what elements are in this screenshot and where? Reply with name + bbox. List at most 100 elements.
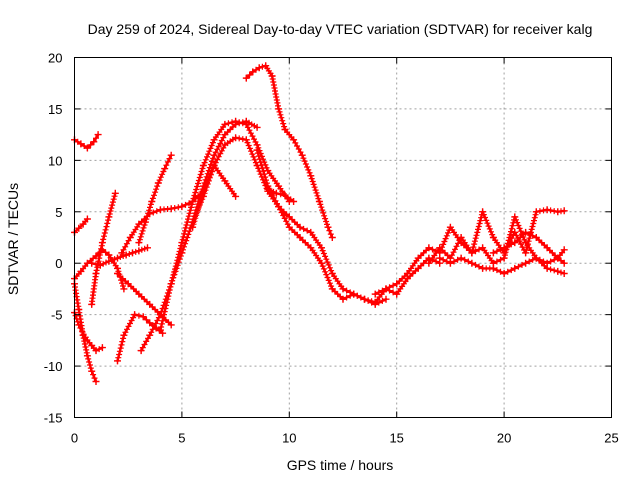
data-point xyxy=(77,267,85,275)
y-tick-label: 5 xyxy=(55,205,62,220)
data-point xyxy=(210,151,218,159)
grid-layer xyxy=(74,57,612,418)
data-point xyxy=(242,74,250,82)
data-point xyxy=(242,120,250,128)
data-point xyxy=(146,300,154,308)
data-point xyxy=(189,198,197,205)
data-point xyxy=(318,244,325,252)
data-point xyxy=(324,223,332,231)
data-point xyxy=(554,208,562,216)
data-point xyxy=(500,254,508,262)
data-point xyxy=(83,144,91,152)
data-point xyxy=(425,259,433,267)
data-point xyxy=(522,239,530,247)
data-point xyxy=(92,252,100,260)
x-tick-label: 20 xyxy=(497,431,511,446)
data-point xyxy=(90,138,98,146)
data-point xyxy=(96,261,104,269)
data-point xyxy=(135,220,143,228)
data-point xyxy=(111,189,119,197)
data-point xyxy=(554,254,562,262)
x-tick-label: 15 xyxy=(389,431,403,446)
data-point xyxy=(511,239,519,247)
data-point xyxy=(146,331,154,339)
data-point xyxy=(560,207,568,215)
data-point xyxy=(371,298,379,306)
data-point xyxy=(88,300,96,308)
y-tick-label: 0 xyxy=(55,256,62,271)
data-point xyxy=(560,270,568,277)
data-point xyxy=(339,285,347,293)
data-point xyxy=(328,234,336,241)
data-point xyxy=(479,244,487,252)
data-point xyxy=(92,378,100,385)
x-tick-label: 25 xyxy=(604,431,618,446)
data-point xyxy=(479,208,487,216)
tick-layer xyxy=(74,57,612,418)
data-point xyxy=(268,72,276,80)
data-point xyxy=(167,321,175,329)
tick-label-layer: 0 5 10 15 20 25 -15 -10 -5 0 5 10 15 20 xyxy=(44,51,619,446)
data-point xyxy=(88,259,96,267)
data-point xyxy=(156,206,164,214)
data-point xyxy=(141,218,149,226)
data-point xyxy=(262,62,270,70)
x-tick-label: 0 xyxy=(71,431,78,446)
data-point xyxy=(403,270,411,277)
plot-frame xyxy=(74,57,612,418)
data-point xyxy=(105,213,113,221)
data-point xyxy=(137,347,145,355)
data-point xyxy=(221,177,229,185)
data-point xyxy=(560,246,568,254)
data-point xyxy=(296,223,304,231)
data-point xyxy=(210,162,218,169)
data-point xyxy=(77,140,85,148)
data-point xyxy=(275,203,283,211)
data-point xyxy=(414,254,422,262)
data-point xyxy=(382,295,390,303)
data-point xyxy=(242,136,250,144)
data-point xyxy=(275,105,283,113)
data-point xyxy=(393,280,401,288)
data-point xyxy=(75,321,83,329)
data-point xyxy=(446,259,454,267)
data-point xyxy=(210,136,218,144)
data-point xyxy=(290,198,298,205)
series-arc-22 xyxy=(489,228,568,267)
marker-trail xyxy=(114,311,163,364)
data-point xyxy=(511,213,519,221)
series-arc-21 xyxy=(436,254,568,277)
data-point xyxy=(221,131,229,139)
series-arc-17 xyxy=(253,146,444,306)
data-point xyxy=(120,331,128,339)
data-point xyxy=(328,285,336,293)
data-point xyxy=(511,264,519,272)
data-point xyxy=(120,285,128,293)
data-point xyxy=(232,117,240,125)
chart-title: Day 259 of 2024, Sidereal Day-to-day VTE… xyxy=(88,21,593,37)
data-point xyxy=(114,270,121,277)
data-point xyxy=(457,254,465,262)
x-tick-label: 5 xyxy=(178,431,185,446)
data-point xyxy=(479,264,487,272)
x-axis-label: GPS time / hours xyxy=(287,457,394,473)
series-arc-2 xyxy=(71,215,91,236)
series-arc-6 xyxy=(88,189,119,308)
data-point xyxy=(543,206,551,214)
data-point xyxy=(75,224,83,232)
data-point xyxy=(414,264,422,272)
series-arc-3 xyxy=(71,280,100,385)
data-point xyxy=(543,244,551,252)
data-point xyxy=(446,223,454,231)
data-point xyxy=(79,220,87,228)
data-point xyxy=(135,290,143,298)
y-tick-label: -5 xyxy=(51,308,63,323)
data-point xyxy=(249,68,257,76)
data-point xyxy=(307,244,315,252)
data-point xyxy=(178,239,186,247)
data-point xyxy=(511,228,519,236)
data-point xyxy=(307,172,315,180)
data-point xyxy=(560,259,568,267)
data-point xyxy=(264,185,272,193)
